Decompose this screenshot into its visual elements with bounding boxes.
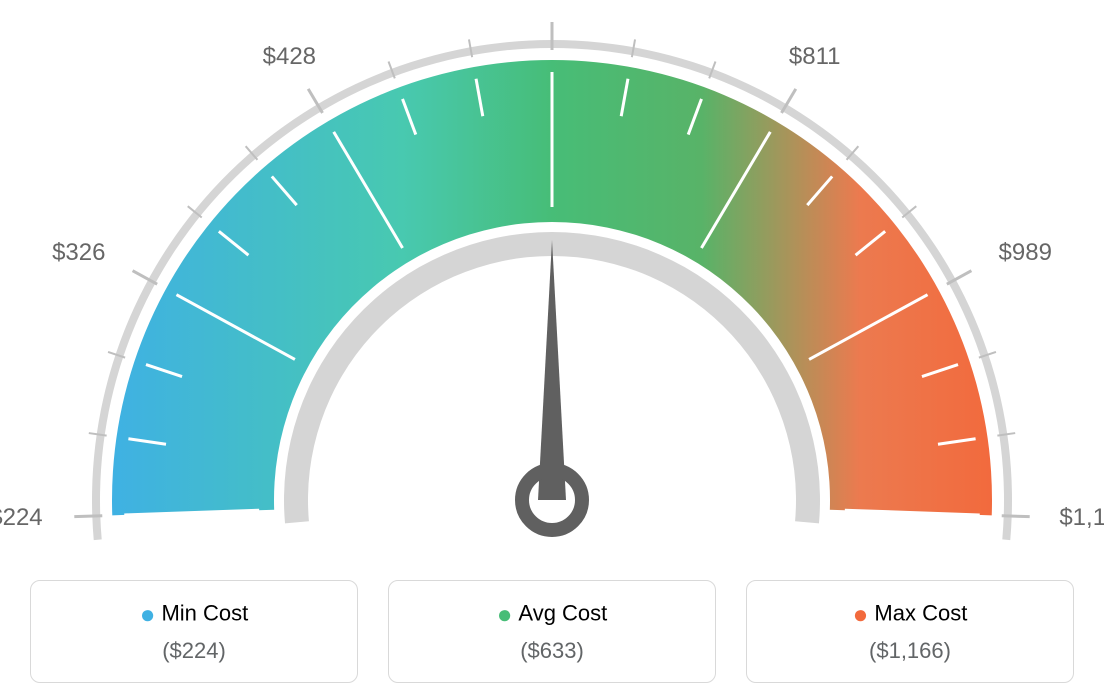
legend-row: ●Min Cost ($224) ●Avg Cost ($633) ●Max C… (0, 580, 1104, 683)
legend-label: Avg Cost (518, 600, 607, 625)
gauge-chart: $224$326$428$633$811$989$1,166 (0, 0, 1104, 560)
legend-title-min: ●Min Cost (43, 599, 345, 630)
gauge-tick-label: $989 (999, 239, 1052, 267)
gauge-svg (0, 0, 1104, 560)
gauge-tick-label: $224 (0, 504, 43, 532)
legend-card-min: ●Min Cost ($224) (30, 580, 358, 683)
dot-icon: ● (140, 599, 156, 629)
legend-value-max: ($1,166) (759, 638, 1061, 664)
legend-label: Min Cost (161, 600, 248, 625)
legend-value-min: ($224) (43, 638, 345, 664)
legend-card-avg: ●Avg Cost ($633) (388, 580, 716, 683)
legend-label: Max Cost (874, 600, 967, 625)
legend-title-avg: ●Avg Cost (401, 599, 703, 630)
legend-card-max: ●Max Cost ($1,166) (746, 580, 1074, 683)
dot-icon: ● (853, 599, 869, 629)
gauge-tick-label: $428 (263, 43, 316, 71)
legend-value-avg: ($633) (401, 638, 703, 664)
dot-icon: ● (497, 599, 513, 629)
gauge-tick-label: $326 (52, 239, 105, 267)
legend-title-max: ●Max Cost (759, 599, 1061, 630)
gauge-tick-label: $1,166 (1059, 504, 1104, 532)
gauge-tick-label: $811 (789, 43, 841, 71)
